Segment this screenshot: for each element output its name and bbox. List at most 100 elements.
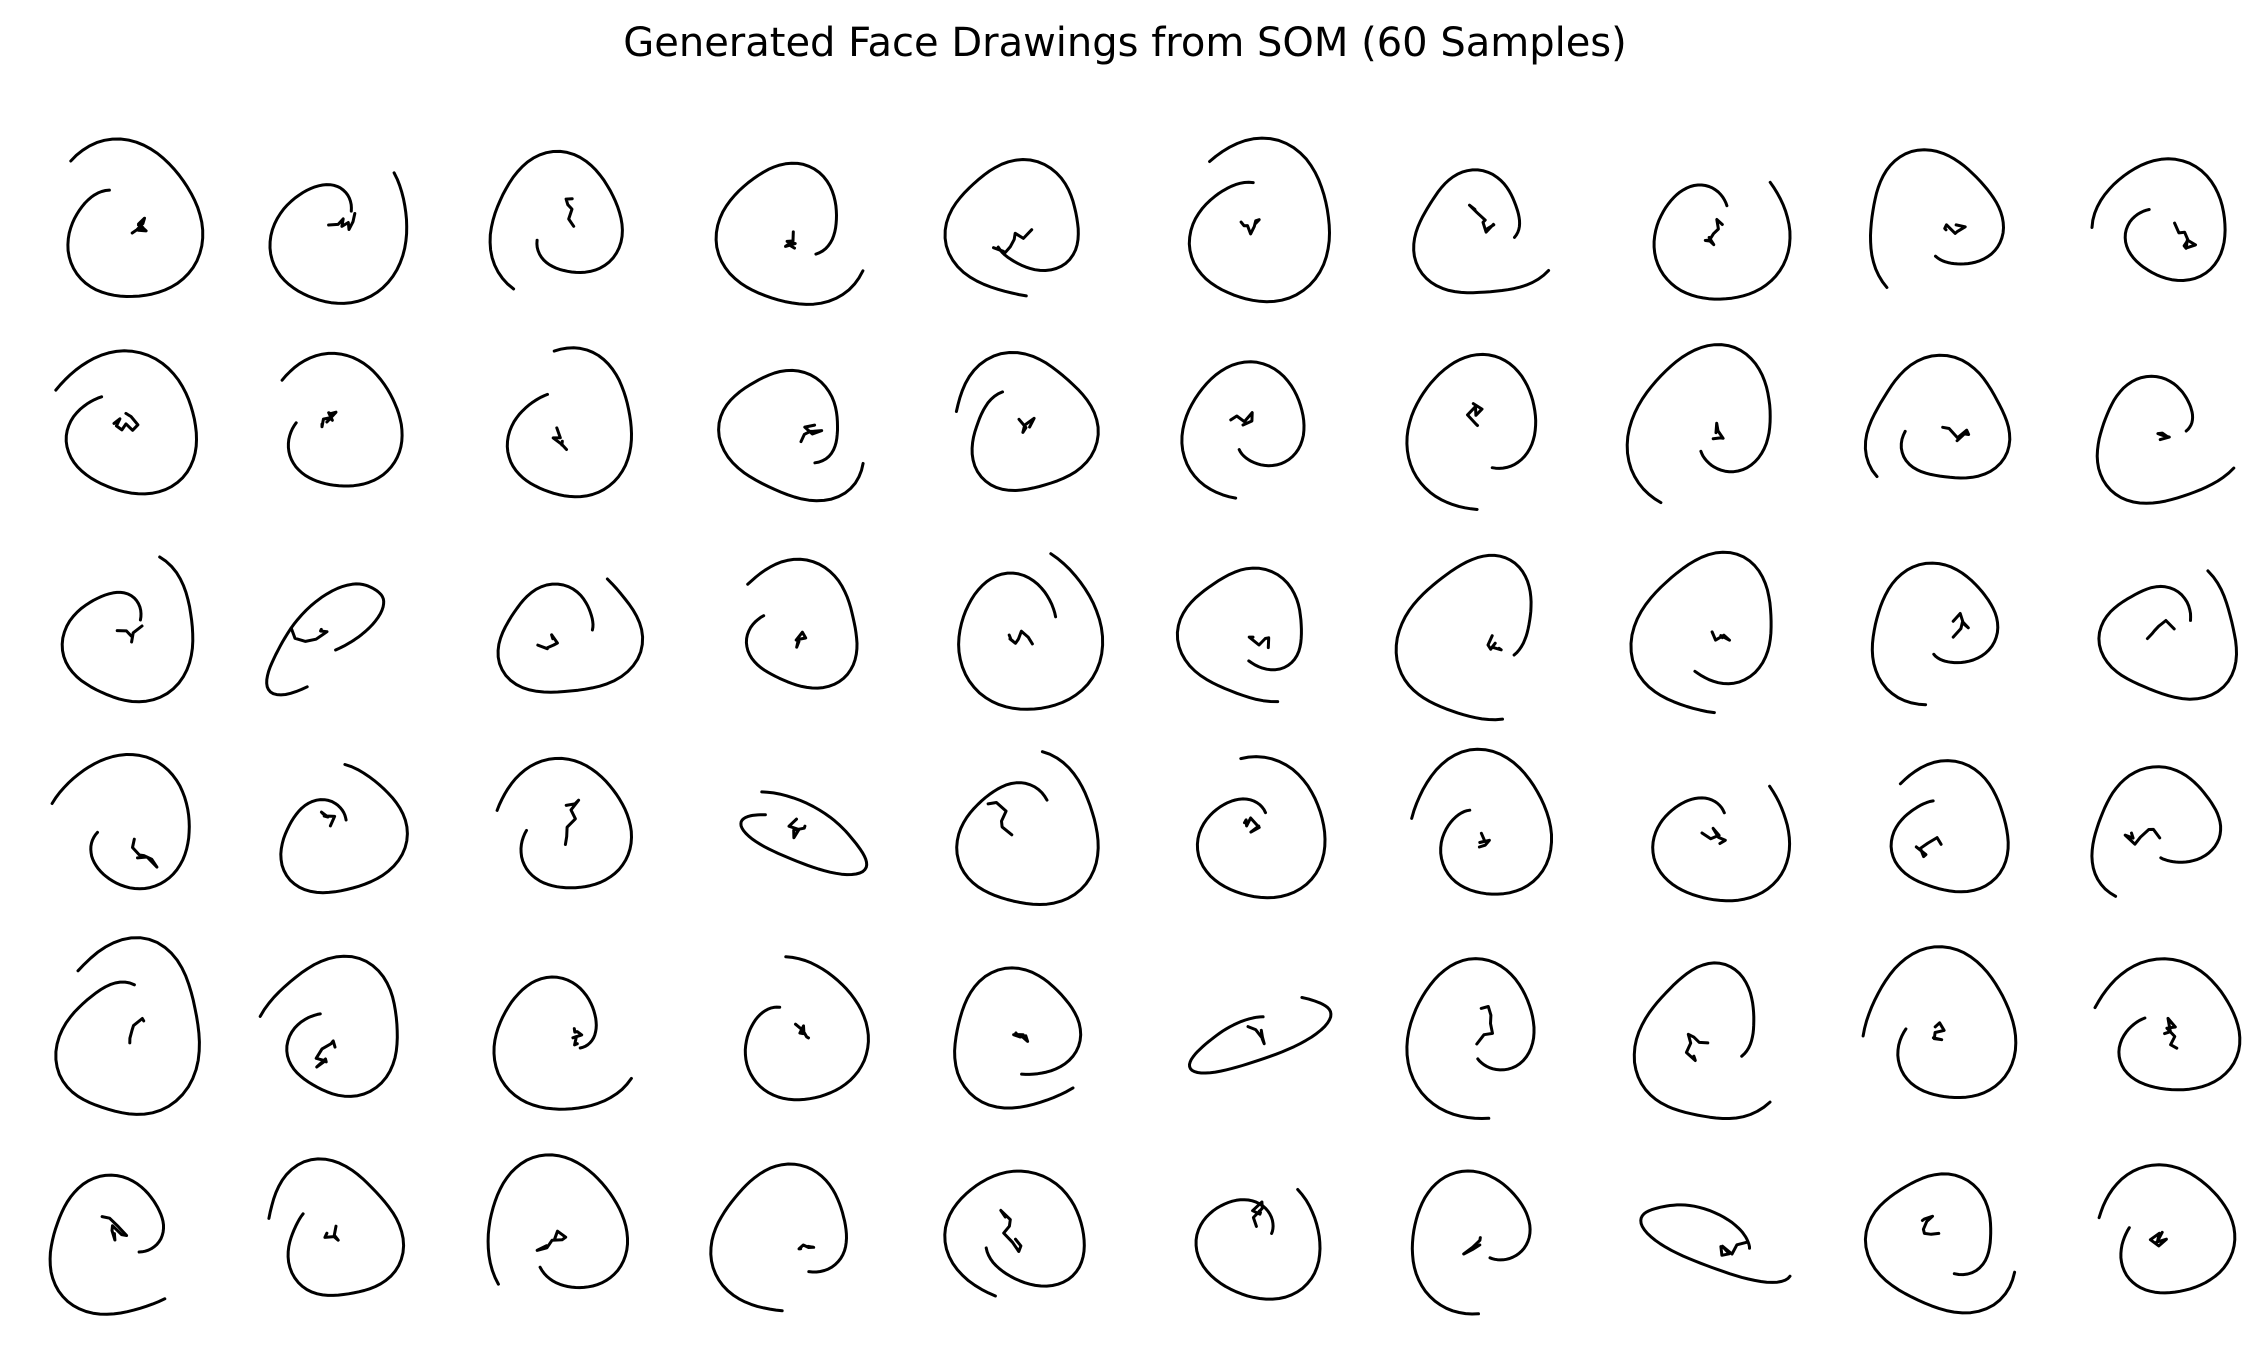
sample-drawing [1180,360,1306,500]
sample-outline-stroke [1412,168,1551,295]
sample-outline-stroke [66,137,205,298]
sample-outline-stroke [1629,550,1773,715]
sample-drawing [1405,352,1538,511]
sample-inner-stroke [100,1215,129,1242]
sample-inner-stroke [112,411,140,432]
sample-drawing [2090,765,2223,898]
sample-outline-stroke [954,351,1100,492]
sample-inner-stroke [536,633,559,651]
sample-drawing [2093,957,2242,1092]
sample-outline-stroke [495,756,633,890]
sample-outline-stroke [2095,374,2236,505]
sample-inner-stroke [1243,816,1261,834]
sample-drawing [1405,957,1536,1120]
sample-outline-stroke [265,582,386,697]
sample-inner-stroke [794,1022,810,1040]
sample-inner-stroke [320,410,338,429]
sample-outline-stroke [1188,996,1333,1075]
sample-inner-stroke [1711,421,1725,441]
sample-outline-stroke [1863,1172,2017,1315]
sample-drawing [54,349,198,496]
sample-outline-stroke [1863,353,2012,480]
sample-inner-stroke [1468,203,1496,234]
sample-inner-stroke [2145,619,2176,641]
sample-drawing [1412,168,1551,295]
sample-drawing [265,582,386,697]
sample-inner-stroke [1710,630,1731,642]
sample-inner-stroke [319,810,337,828]
sample-drawing [739,790,869,877]
sample-drawing [717,368,865,503]
sample-drawing [488,149,624,291]
sample-inner-stroke [1017,416,1036,434]
sample-inner-stroke [1012,1031,1030,1043]
sample-drawing [267,1157,406,1297]
sample-outline-stroke [953,966,1083,1110]
sample-outline-stroke [2097,1163,2237,1295]
sample-outline-stroke [2097,569,2238,701]
sample-drawing [1410,747,1553,896]
sample-drawing [953,966,1083,1110]
sample-drawing [957,552,1105,711]
sample-drawing [1863,1172,2017,1315]
sample-inner-stroke [1229,411,1254,427]
sample-drawing [492,975,633,1111]
sample-inner-stroke [1486,634,1503,652]
sample-drawing [1652,180,1792,301]
sample-outline-stroke [943,158,1080,298]
sample-drawing [744,557,859,690]
sample-drawing [1394,553,1533,722]
sample-drawing [955,750,1100,906]
sample-drawing [60,555,195,704]
sample-drawing [943,158,1080,298]
sample-inner-stroke [797,1243,816,1251]
sample-drawing [1632,961,1772,1120]
sample-drawing [1870,561,2000,707]
sample-outline-stroke [709,1162,848,1313]
sample-inner-stroke [128,1017,146,1045]
sample-inner-stroke [1941,425,1971,443]
sample-inner-stroke [2156,431,2171,442]
sample-inner-stroke [1007,629,1034,646]
sample-outline-stroke [2090,157,2227,282]
sample-drawing [280,351,404,488]
sample-inner-stroke [1475,1005,1494,1046]
sample-drawing [1651,784,1792,903]
sample-inner-stroke [115,624,144,644]
sample-drawing [279,763,409,895]
sample-inner-stroke [2173,221,2197,250]
sample-drawing [1175,566,1303,704]
sample-inner-stroke [2148,1230,2168,1248]
sample-outline-stroke [1195,755,1327,900]
sample-outline-stroke [267,1157,406,1297]
sample-outline-stroke [717,368,865,503]
sample-drawing [486,1153,629,1290]
sample-drawing [1194,1188,1322,1301]
sample-outline-stroke [268,171,409,305]
sample-inner-stroke [794,630,808,649]
sample-drawing [743,955,870,1102]
sample-inner-stroke [1247,635,1271,650]
sample-inner-stroke [551,426,568,451]
sample-inner-stroke [535,1229,568,1252]
sample-inner-stroke [1462,1236,1482,1256]
sample-inner-stroke [799,423,824,444]
sample-outline-stroke [943,1169,1086,1298]
sample-inner-stroke [1914,836,1943,859]
sample-drawing [2097,1163,2237,1295]
sample-outline-stroke [1187,136,1331,304]
sample-inner-stroke [1251,1200,1264,1228]
sample-drawing [1625,343,1772,505]
sample-drawing [1410,1169,1532,1316]
sample-drawing [496,577,645,694]
sample-inner-stroke [2123,827,2162,846]
sample-drawing [943,1169,1086,1298]
sample-drawing [268,171,409,305]
sample-outline-stroke [486,1153,629,1290]
sample-outline-stroke [1180,360,1306,500]
sample-outline-stroke [1639,1203,1792,1284]
sample-outline-stroke [48,1173,167,1316]
sample-outline-stroke [955,750,1100,906]
sample-outline-stroke [1652,180,1792,301]
